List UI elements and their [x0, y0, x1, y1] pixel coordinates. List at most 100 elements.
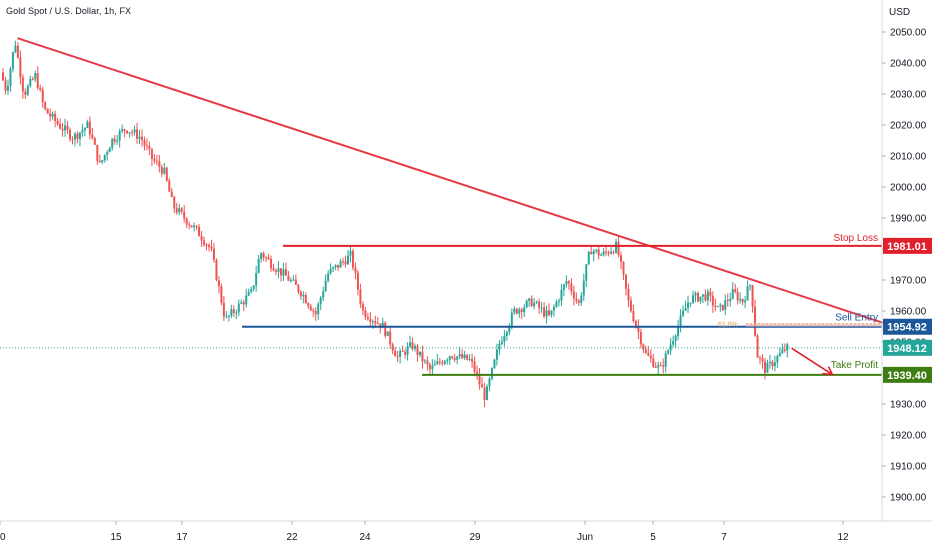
candle-body: [691, 295, 694, 303]
candle-body: [458, 353, 461, 357]
candle-body: [106, 152, 109, 155]
candle-body: [622, 261, 625, 275]
candle-body: [679, 315, 682, 326]
candle-body: [294, 279, 297, 285]
candle-body: [78, 132, 81, 139]
candle-body: [409, 342, 412, 347]
candle-body: [580, 295, 583, 303]
candle-body: [731, 289, 734, 299]
candle-body: [49, 113, 52, 117]
candle-body: [476, 372, 479, 375]
candle-body: [565, 281, 568, 285]
candle-body: [505, 332, 508, 337]
candle-body: [396, 356, 399, 358]
candle-body: [361, 303, 364, 311]
candle-body: [317, 304, 320, 315]
candle-body: [118, 131, 121, 141]
take-profit-price-tag: 1939.40: [887, 370, 927, 382]
candle-body: [101, 160, 104, 163]
candle-body: [699, 296, 702, 302]
price-tick-label: 2000.00: [890, 183, 927, 194]
candle-body: [265, 257, 268, 259]
candle-body: [240, 302, 243, 304]
candle-body: [786, 344, 789, 351]
candle-body: [329, 268, 332, 274]
candle-body: [327, 273, 330, 281]
candle-body: [297, 284, 300, 292]
candle-body: [143, 140, 146, 146]
currency-label: USD: [889, 7, 910, 18]
candle-body: [342, 261, 345, 263]
candle-body: [406, 346, 409, 355]
descending-trendline[interactable]: [17, 37, 886, 325]
candle-body: [322, 291, 325, 298]
candle-body: [220, 286, 223, 303]
candle-body: [528, 298, 531, 301]
candle-body: [230, 309, 233, 316]
candle-body: [31, 78, 34, 80]
candle-body: [704, 294, 707, 301]
candle-body: [401, 350, 404, 352]
candle-body: [627, 288, 630, 301]
candle-body: [570, 283, 573, 292]
candle-body: [503, 336, 506, 342]
candle-body: [215, 259, 218, 281]
candle-body: [637, 326, 640, 332]
candle-body: [36, 73, 39, 89]
candle-body: [749, 285, 752, 287]
candle-body: [399, 350, 402, 357]
candle-body: [173, 197, 176, 209]
candle-body: [461, 353, 464, 359]
candle-body: [351, 250, 354, 268]
candle-body: [247, 291, 250, 296]
candle-body: [185, 218, 188, 225]
price-tick-label: 1910.00: [890, 462, 927, 473]
candle-body: [468, 358, 471, 360]
candle-body: [783, 349, 786, 351]
candle-body: [689, 302, 692, 304]
candle-body: [642, 344, 645, 350]
price-tick-label: 1920.00: [890, 431, 927, 442]
candles: [2, 40, 789, 408]
candle-body: [384, 322, 387, 336]
candle-body: [694, 292, 697, 296]
candle-body: [587, 251, 590, 265]
candle-body: [61, 128, 64, 131]
candle-body: [763, 361, 766, 373]
price-tick-label: 2010.00: [890, 152, 927, 163]
candle-body: [592, 251, 595, 255]
candle-body: [346, 255, 349, 265]
candle-body: [620, 255, 623, 262]
candle-body: [667, 350, 670, 354]
candle-body: [98, 160, 101, 163]
candle-body: [724, 300, 727, 310]
candle-body: [654, 366, 657, 368]
candle-body: [518, 309, 521, 314]
candle-body: [515, 308, 518, 314]
time-axis[interactable]: 0 15 17 22 24 29 Jun 5 7 12: [0, 520, 932, 543]
candle-body: [262, 253, 265, 258]
candle-body: [389, 331, 392, 345]
candle-body: [684, 308, 687, 311]
candle-body: [649, 355, 652, 359]
candle-body: [530, 298, 533, 307]
candle-body: [188, 224, 191, 226]
symbol-title: Gold Spot / U.S. Dollar, 1h, FX: [6, 6, 132, 16]
candle-body: [289, 280, 292, 282]
candle-body: [212, 248, 215, 260]
candle-body: [466, 354, 469, 360]
candle-body: [359, 289, 362, 304]
candle-body: [543, 307, 546, 317]
price-labels: 1981.01 1954.92 1948.12 1939.40: [883, 237, 932, 383]
candle-body: [669, 344, 672, 351]
candle-body: [451, 356, 454, 359]
candle-body: [128, 132, 131, 134]
candle-body: [540, 307, 543, 309]
price-axis[interactable]: USD 2050.00 2040.00 2030.00 2020.00 2010.00 2…: [881, 0, 927, 521]
sell-entry-annotation: Sell Entry: [835, 313, 878, 324]
sell-entry-price-tag: 1954.92: [887, 322, 927, 334]
candle-body: [270, 259, 273, 269]
candle-body: [674, 336, 677, 342]
candle-body: [24, 91, 27, 95]
